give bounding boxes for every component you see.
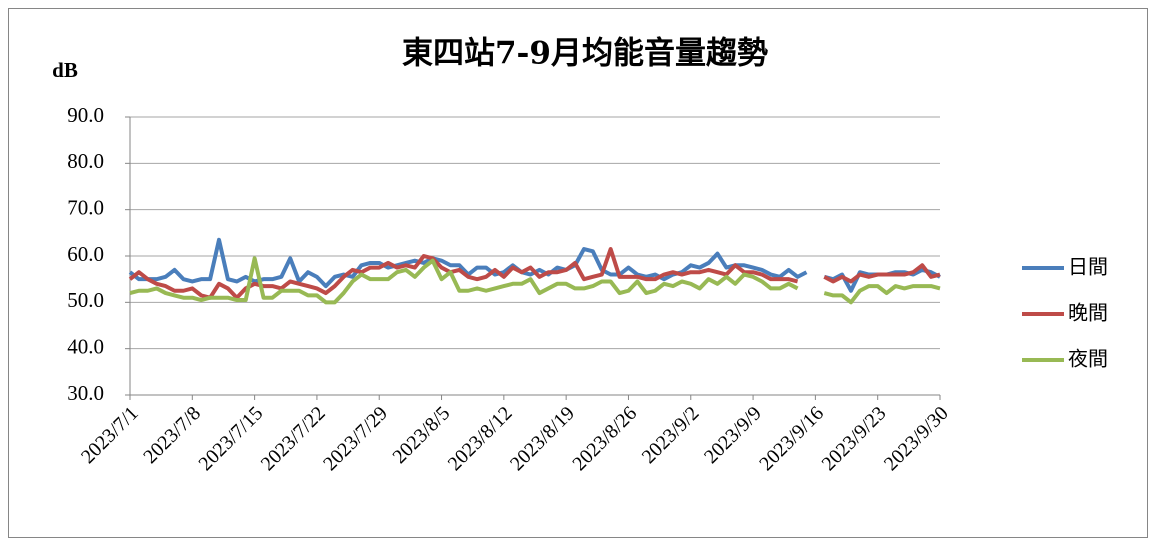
- y-tick-label: 70.0: [67, 195, 104, 219]
- series-line: [129, 256, 941, 305]
- series-line: [128, 247, 941, 300]
- y-tick-label: 90.0: [67, 103, 104, 127]
- y-tick-label: 30.0: [67, 381, 104, 405]
- legend-label: 日間: [1068, 255, 1108, 279]
- y-tick-label: 50.0: [67, 288, 104, 312]
- legend-label: 夜間: [1068, 347, 1108, 371]
- chart-title: 東四站7-9月均能音量趨勢: [402, 36, 768, 72]
- y-tick-label: 80.0: [67, 149, 104, 173]
- chart-frame: [8, 8, 1148, 538]
- y-tick-label: 40.0: [67, 334, 104, 358]
- y-axis-label: dB: [52, 58, 78, 82]
- y-tick-label: 60.0: [67, 242, 104, 266]
- legend-label: 晚間: [1068, 301, 1108, 325]
